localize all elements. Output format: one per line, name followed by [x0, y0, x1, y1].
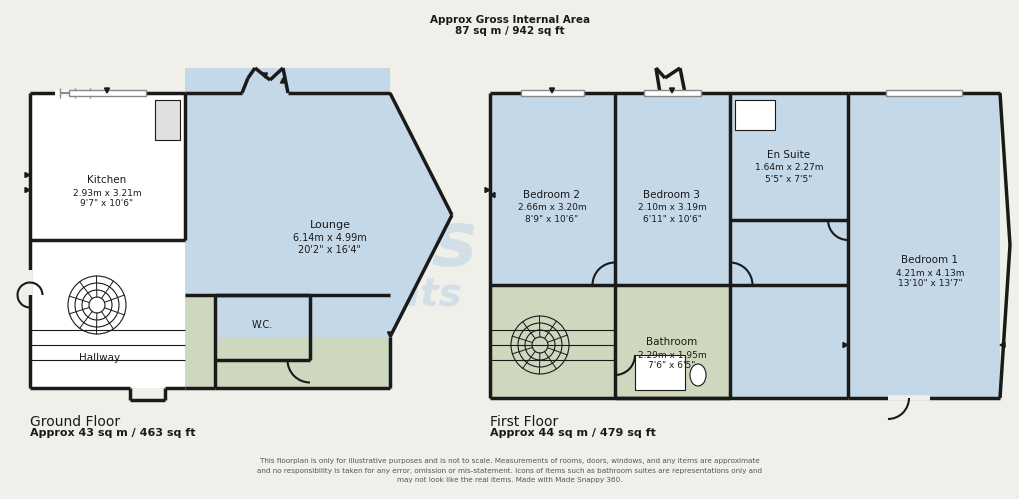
Text: 6'11" x 10'6": 6'11" x 10'6"	[642, 215, 701, 224]
Text: stevens: stevens	[561, 228, 897, 302]
Text: 6.14m x 4.99m: 6.14m x 4.99m	[292, 233, 367, 243]
Ellipse shape	[689, 364, 705, 386]
Polygon shape	[999, 342, 1004, 347]
Text: estate agents: estate agents	[578, 291, 880, 329]
Polygon shape	[30, 295, 389, 388]
Polygon shape	[387, 332, 392, 337]
Polygon shape	[489, 285, 730, 398]
Bar	[735, 100, 774, 130]
Text: This floorplan is only for illustrative purposes and is not to scale. Measuremen: This floorplan is only for illustrative …	[257, 458, 762, 483]
Bar	[68, 90, 146, 96]
Text: 7'6" x 6'5": 7'6" x 6'5"	[648, 361, 695, 370]
Text: Kitchen: Kitchen	[88, 175, 126, 185]
Text: Approx Gross Internal Area: Approx Gross Internal Area	[430, 15, 589, 25]
Text: Bedroom 1: Bedroom 1	[901, 255, 958, 265]
Polygon shape	[847, 245, 999, 398]
Text: 2.66m x 3.20m: 2.66m x 3.20m	[518, 204, 586, 213]
Polygon shape	[184, 93, 451, 337]
Text: En Suite: En Suite	[766, 150, 810, 160]
Bar	[886, 90, 961, 96]
Text: Ground Floor: Ground Floor	[30, 415, 120, 429]
Polygon shape	[104, 88, 109, 93]
Polygon shape	[25, 188, 30, 193]
Text: Hallway: Hallway	[79, 353, 120, 363]
Polygon shape	[489, 193, 494, 198]
Bar	[521, 90, 583, 96]
Bar	[643, 90, 701, 96]
Polygon shape	[184, 68, 389, 93]
Text: 1.64m x 2.27m: 1.64m x 2.27m	[754, 164, 822, 173]
Text: 2.93m x 3.21m: 2.93m x 3.21m	[72, 189, 142, 198]
Polygon shape	[847, 93, 999, 245]
Text: First Floor: First Floor	[489, 415, 557, 429]
Text: Lounge: Lounge	[309, 220, 351, 230]
Text: Bedroom 2: Bedroom 2	[523, 190, 580, 200]
Polygon shape	[668, 88, 674, 93]
Bar	[155, 100, 179, 140]
Polygon shape	[262, 73, 267, 78]
Polygon shape	[489, 93, 999, 398]
Text: Approx 44 sq m / 479 sq ft: Approx 44 sq m / 479 sq ft	[489, 428, 655, 438]
Text: Bathroom: Bathroom	[646, 337, 697, 347]
Polygon shape	[847, 93, 999, 398]
Text: 20'2" x 16'4": 20'2" x 16'4"	[299, 245, 361, 255]
Bar	[635, 355, 685, 390]
Polygon shape	[847, 245, 999, 398]
Polygon shape	[549, 88, 554, 93]
Text: Bedroom 3: Bedroom 3	[643, 190, 700, 200]
Polygon shape	[30, 93, 184, 240]
Text: 87 sq m / 942 sq ft: 87 sq m / 942 sq ft	[454, 26, 565, 36]
Text: stevens: stevens	[143, 208, 477, 282]
Text: 2.10m x 3.19m: 2.10m x 3.19m	[637, 204, 706, 213]
Polygon shape	[730, 93, 847, 220]
Polygon shape	[25, 173, 30, 178]
Text: estate agents: estate agents	[159, 276, 461, 314]
Text: 5'5" x 7'5": 5'5" x 7'5"	[764, 175, 812, 184]
Text: 9'7" x 10'6": 9'7" x 10'6"	[81, 200, 133, 209]
Text: 13'10" x 13'7": 13'10" x 13'7"	[897, 279, 961, 288]
Polygon shape	[280, 78, 285, 83]
Polygon shape	[484, 188, 489, 193]
Text: 4.21m x 4.13m: 4.21m x 4.13m	[895, 268, 963, 277]
Text: 2.29m x 1.95m: 2.29m x 1.95m	[637, 350, 705, 359]
Text: Approx 43 sq m / 463 sq ft: Approx 43 sq m / 463 sq ft	[30, 428, 196, 438]
Polygon shape	[842, 342, 847, 347]
Polygon shape	[30, 240, 184, 388]
Text: W.C.: W.C.	[251, 320, 272, 330]
Polygon shape	[489, 93, 847, 285]
Text: 8'9" x 10'6": 8'9" x 10'6"	[525, 215, 578, 224]
